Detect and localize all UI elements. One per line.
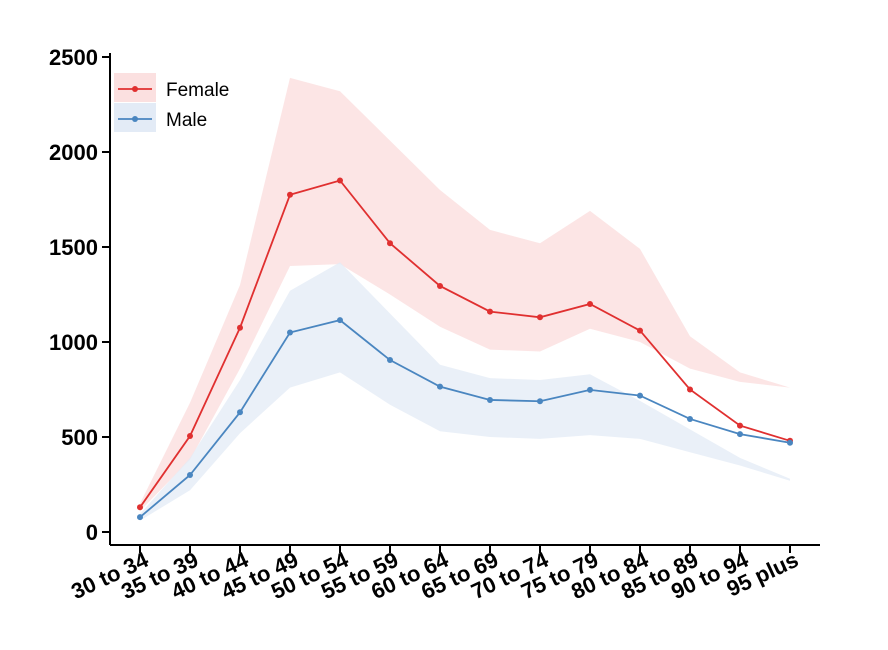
point-female bbox=[337, 177, 343, 184]
y-axis-ticks: 0 500 1000 1500 2000 2500 bbox=[49, 45, 110, 545]
series-lines bbox=[137, 177, 793, 521]
y-tick-label: 1000 bbox=[49, 330, 98, 355]
point-female bbox=[287, 191, 293, 198]
point-female bbox=[187, 433, 193, 440]
point-female bbox=[637, 327, 643, 334]
band-female bbox=[140, 77, 790, 512]
point-female bbox=[687, 386, 693, 393]
y-tick-label: 2500 bbox=[49, 45, 98, 70]
point-female bbox=[137, 504, 143, 511]
confidence-bands bbox=[140, 77, 790, 521]
legend-label-female: Female bbox=[166, 80, 229, 101]
legend: Female Male bbox=[114, 73, 229, 132]
point-female bbox=[387, 240, 393, 247]
y-tick-label: 0 bbox=[86, 520, 98, 545]
point-female bbox=[537, 314, 543, 321]
y-tick-label: 2000 bbox=[49, 140, 98, 165]
point-male bbox=[787, 439, 793, 446]
point-female bbox=[437, 282, 443, 289]
line-female bbox=[139, 179, 791, 508]
point-male bbox=[337, 317, 343, 324]
point-female bbox=[737, 422, 743, 429]
point-male bbox=[437, 383, 443, 390]
band-male bbox=[140, 262, 790, 521]
point-male bbox=[187, 472, 193, 478]
point-male bbox=[237, 409, 243, 416]
legend-marker-male bbox=[132, 116, 138, 122]
point-male bbox=[737, 431, 743, 438]
point-male bbox=[537, 398, 543, 405]
point-male bbox=[137, 514, 143, 521]
legend-marker-female bbox=[132, 86, 138, 92]
point-female bbox=[587, 301, 593, 307]
line-male bbox=[139, 319, 791, 518]
y-tick-label: 1500 bbox=[49, 235, 98, 260]
point-female bbox=[487, 308, 493, 315]
y-tick-label: 500 bbox=[61, 425, 98, 450]
axes bbox=[109, 53, 820, 546]
point-male bbox=[387, 357, 393, 364]
legend-label-male: Male bbox=[166, 110, 207, 131]
point-male bbox=[637, 392, 643, 399]
point-male bbox=[687, 415, 693, 422]
point-male bbox=[287, 329, 293, 336]
point-male bbox=[487, 396, 493, 403]
point-male bbox=[587, 386, 593, 393]
point-female bbox=[237, 324, 243, 331]
